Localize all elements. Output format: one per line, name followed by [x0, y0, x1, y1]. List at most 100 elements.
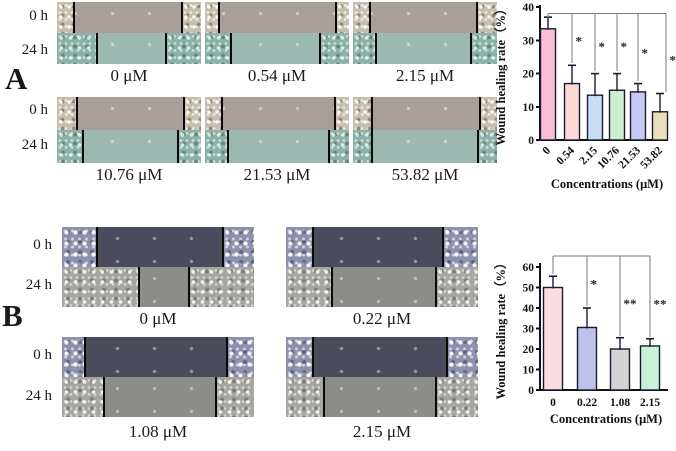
cell-region: [353, 33, 377, 64]
wound-edge-line: [370, 130, 373, 163]
y-tick-label: 10: [523, 102, 535, 114]
cell-region: [183, 97, 201, 130]
time-label-0h: 0 h: [29, 8, 48, 24]
wound-edge-line: [434, 377, 437, 417]
wound-edge-line: [327, 130, 330, 163]
wound-edge-line: [477, 130, 480, 163]
cell-region: [286, 377, 325, 417]
micro-image-24h: [205, 130, 349, 163]
bar: [563, 82, 581, 141]
x-tick-label: 0: [550, 397, 556, 409]
time-label-24h: 24 h: [21, 42, 48, 58]
x-tick-label: 2.15: [640, 397, 660, 409]
cell-region: [62, 337, 86, 377]
micro-image-0h: [57, 97, 201, 130]
micro-image-0h: [286, 227, 478, 267]
wound-edge-line: [319, 33, 322, 64]
cell-region: [62, 377, 105, 417]
concentration-label: 0.54 μM: [247, 66, 307, 85]
micro-image-24h: [205, 33, 349, 64]
wound-edge-line: [475, 2, 478, 33]
bar: [608, 89, 626, 141]
cell-region: [166, 33, 201, 64]
cell-region: [476, 2, 497, 33]
y-tick-label: 50: [523, 283, 535, 295]
wound-edge-line: [222, 227, 225, 267]
bar: [609, 348, 631, 391]
cell-region: [223, 227, 254, 267]
cell-region: [62, 227, 97, 267]
wound-edge-line: [73, 2, 76, 33]
bar: [629, 91, 647, 141]
significance-star: *: [576, 34, 583, 49]
y-tick-label: 60: [523, 262, 535, 274]
cell-region: [57, 2, 75, 33]
cell-region: [320, 33, 349, 64]
cell-region: [62, 267, 139, 307]
cell-region: [443, 227, 478, 267]
y-tick-label: 30: [523, 324, 535, 336]
cell-region: [334, 97, 349, 130]
y-tick-label: 0: [528, 135, 534, 147]
time-label-0h: 0 h: [29, 102, 48, 118]
cell-region: [471, 33, 497, 64]
wound-edge-line: [165, 33, 168, 64]
cell-region: [57, 130, 83, 163]
cell-region: [447, 337, 478, 377]
wound-edge-line: [333, 97, 336, 130]
concentration-label: 2.15 μM: [352, 422, 412, 441]
wound-edge-line: [176, 130, 179, 163]
wound-edge-line: [311, 337, 314, 377]
cell-region: [215, 377, 254, 417]
micro-image-24h: [353, 33, 497, 64]
y-tick-label: 40: [523, 2, 535, 14]
cell-region: [286, 337, 313, 377]
panel-a-label: A: [5, 61, 28, 96]
cell-region: [227, 337, 254, 377]
micro-image-0h: [62, 337, 254, 377]
concentration-label: 10.76 μM: [95, 165, 163, 184]
bar: [651, 111, 669, 141]
wound-healing-chart-b: 0 10 20 30 40 50 60 Wound healing rate（%） 0 0.22 1…: [493, 255, 668, 426]
y-tick-label: 20: [523, 344, 535, 356]
concentration-label: 0.22 μM: [352, 309, 412, 328]
micro-image-24h: [353, 130, 497, 163]
cell-region: [479, 97, 497, 130]
wound-edge-line: [76, 97, 79, 130]
wound-edge-line: [181, 2, 184, 33]
cell-region: [177, 130, 201, 163]
wound-edge-line: [442, 227, 445, 267]
wound-edge-line: [81, 130, 84, 163]
wound-edge-line: [221, 97, 224, 130]
x-tick-label: 53.82: [638, 144, 665, 171]
x-tick-label: 0.22: [577, 397, 597, 409]
wound-edge-line: [84, 337, 87, 377]
time-label-24h: 24 h: [25, 277, 52, 293]
micro-image-0h: [353, 97, 497, 130]
y-axis-title: Wound healing rate（%）: [493, 2, 508, 145]
time-label-24h: 24 h: [25, 388, 52, 404]
micro-image-0h: [62, 227, 254, 267]
wound-edge-line: [229, 33, 232, 64]
micro-image-24h: [62, 377, 254, 417]
concentration-label: 0 μM: [139, 309, 177, 328]
x-tick-label: 21.53: [616, 144, 643, 171]
cell-region: [205, 97, 223, 130]
significance-star: *: [621, 39, 628, 54]
micro-image-0h: [57, 2, 201, 33]
cell-region: [182, 2, 201, 33]
cell-region: [353, 97, 372, 130]
significance-star: **: [654, 297, 667, 312]
wound-edge-line: [478, 97, 481, 130]
wound-edge-line: [103, 377, 106, 417]
wound-edge-line: [323, 377, 326, 417]
cell-region: [57, 97, 78, 130]
wound-edge-line: [375, 33, 378, 64]
concentration-label: 1.08 μM: [128, 422, 188, 441]
x-tick-label: 1.08: [610, 397, 630, 409]
time-label-0h: 0 h: [33, 237, 52, 253]
cell-region: [286, 267, 333, 307]
time-label-0h: 0 h: [33, 347, 52, 363]
bar: [586, 94, 604, 141]
